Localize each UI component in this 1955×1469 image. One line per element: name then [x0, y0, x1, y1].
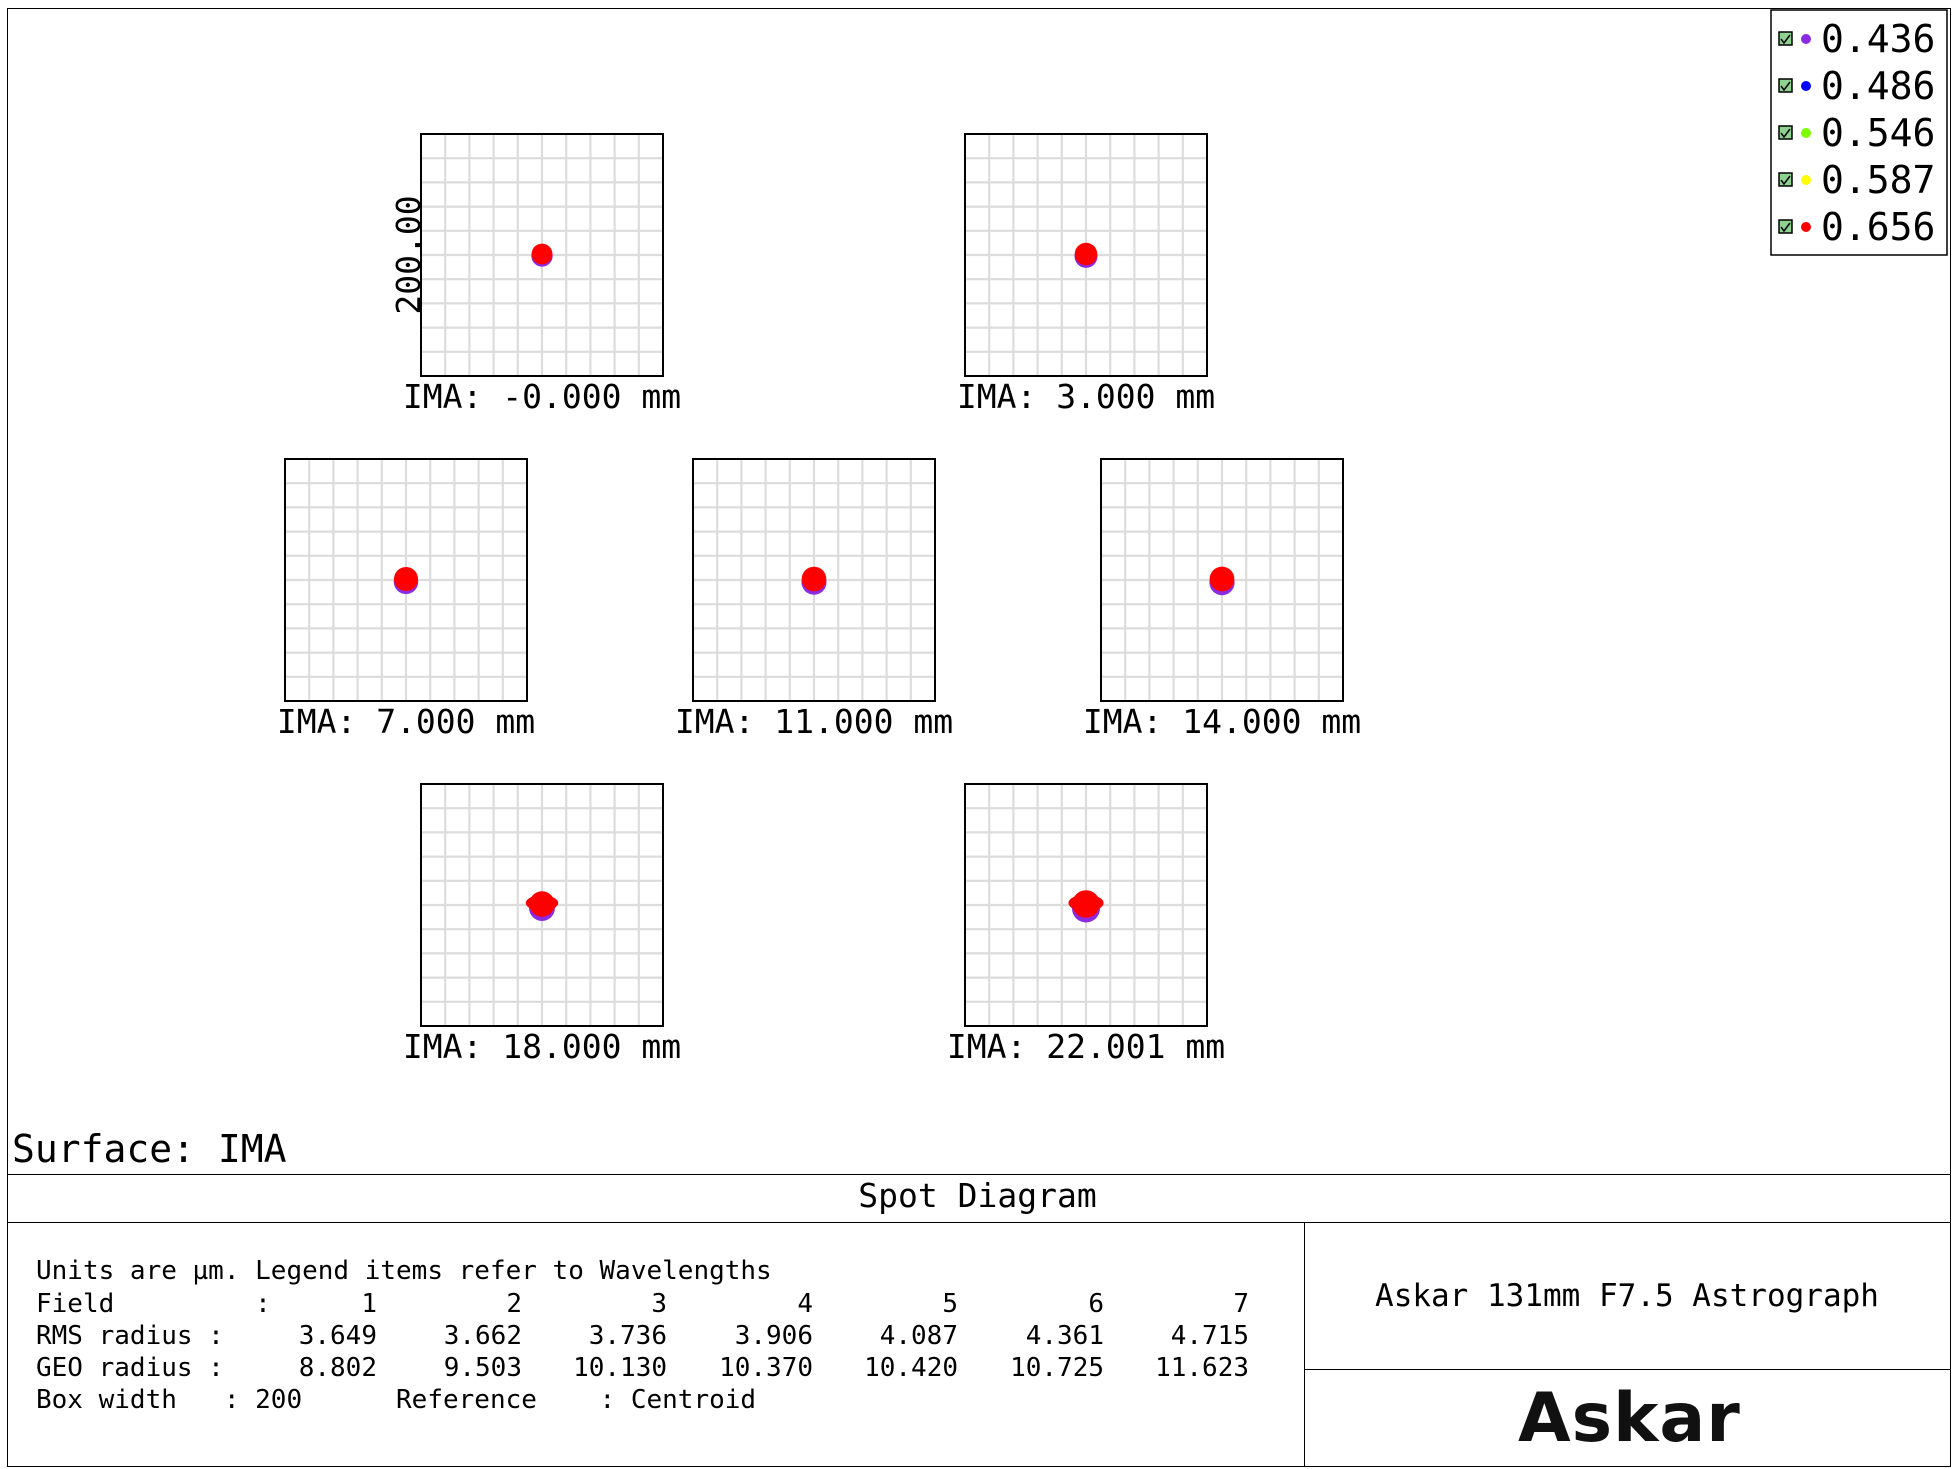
spot-box — [284, 458, 528, 702]
rms-value: 3.736 — [588, 1321, 667, 1351]
field-label: IMA: 22.001 mm — [947, 1027, 1225, 1066]
checkmark-icon — [1780, 81, 1791, 92]
report-frame — [7, 8, 1951, 1467]
spot-box — [964, 133, 1208, 377]
field-label: IMA: 14.000 mm — [1083, 702, 1361, 741]
field-label: IMA: 18.000 mm — [403, 1027, 681, 1066]
spot-red — [1209, 566, 1235, 592]
legend-marker — [1801, 222, 1811, 232]
legend-checkbox-icon — [1778, 125, 1793, 140]
legend-label: 0.486 — [1821, 64, 1935, 108]
geo-value: 10.420 — [864, 1353, 958, 1383]
geo-value: 10.370 — [719, 1353, 813, 1383]
legend-label: 0.546 — [1821, 111, 1935, 155]
field-row-label: Field : — [36, 1289, 271, 1319]
legend-label: 0.587 — [1821, 158, 1935, 202]
legend-marker — [1801, 81, 1811, 91]
spot-box-border — [420, 133, 664, 377]
legend-checkbox-icon — [1778, 78, 1793, 93]
spot-red — [1074, 242, 1098, 266]
spot-box-border — [1100, 458, 1344, 702]
rms-value: 3.662 — [443, 1321, 522, 1351]
footer-mid-rule — [7, 1222, 1951, 1223]
spot-box-border — [692, 458, 936, 702]
rms-row-label: RMS radius : — [36, 1321, 224, 1351]
checkmark-icon — [1780, 222, 1791, 233]
spot-red — [801, 566, 827, 592]
checkmark-icon — [1780, 34, 1791, 45]
field-number: 6 — [1088, 1289, 1104, 1319]
geo-value: 11.623 — [1155, 1353, 1249, 1383]
spot-red-flare — [525, 895, 559, 911]
box-width-line: Box width : 200 Reference : Centroid — [36, 1385, 757, 1415]
legend-label: 0.436 — [1821, 17, 1935, 61]
legend-checkbox-icon — [1778, 31, 1793, 46]
rms-value: 4.361 — [1025, 1321, 1104, 1351]
rms-value: 3.906 — [734, 1321, 813, 1351]
checkmark-icon — [1780, 128, 1791, 139]
spot-box-border — [964, 783, 1208, 1027]
spot-box-border — [420, 783, 664, 1027]
legend-marker — [1801, 128, 1811, 138]
rms-value: 3.649 — [298, 1321, 377, 1351]
spot-red-flare — [1068, 894, 1104, 912]
plot-title: Spot Diagram — [858, 1176, 1097, 1215]
field-label: IMA: 11.000 mm — [675, 702, 953, 741]
field-number: 2 — [506, 1289, 522, 1319]
rms-value: 4.087 — [879, 1321, 958, 1351]
geo-value: 10.130 — [573, 1353, 667, 1383]
title-logo-rule — [1304, 1369, 1950, 1370]
geo-row-label: GEO radius : — [36, 1353, 224, 1383]
legend-checkbox-icon — [1778, 172, 1793, 187]
footer-divider — [1304, 1222, 1305, 1466]
field-number: 3 — [651, 1289, 667, 1319]
spot-box-border — [284, 458, 528, 702]
geo-value: 10.725 — [1010, 1353, 1104, 1383]
field-label: IMA: -0.000 mm — [403, 377, 681, 416]
geo-value: 8.802 — [298, 1353, 377, 1383]
spot-box — [964, 783, 1208, 1027]
scale-bar-label: 200.00 — [389, 195, 428, 314]
field-number: 4 — [797, 1289, 813, 1319]
field-number: 5 — [942, 1289, 958, 1319]
footer-top-rule — [7, 1174, 1951, 1175]
field-number: 7 — [1233, 1289, 1249, 1319]
field-label: IMA: 7.000 mm — [277, 702, 535, 741]
legend-marker — [1801, 175, 1811, 185]
geo-value: 9.503 — [443, 1353, 522, 1383]
legend-label: 0.656 — [1821, 205, 1935, 249]
legend-checkbox-icon — [1778, 219, 1793, 234]
rms-value: 4.715 — [1170, 1321, 1249, 1351]
spot-box — [420, 133, 664, 377]
field-number: 1 — [361, 1289, 377, 1319]
spot-red — [393, 566, 419, 592]
spot-box — [420, 783, 664, 1027]
spot-box — [692, 458, 936, 702]
spot-box-border — [964, 133, 1208, 377]
askar-logo: Askar — [1518, 1379, 1741, 1458]
legend-marker — [1801, 34, 1811, 44]
spot-box — [1100, 458, 1344, 702]
lens-title: Askar 131mm F7.5 Astrograph — [1375, 1278, 1879, 1314]
checkmark-icon — [1780, 175, 1791, 186]
units-line: Units are µm. Legend items refer to Wave… — [36, 1256, 772, 1286]
field-label: IMA: 3.000 mm — [957, 377, 1215, 416]
surface-label: Surface: IMA — [12, 1127, 287, 1171]
spot-red — [531, 243, 553, 265]
legend-box — [1770, 9, 1948, 256]
